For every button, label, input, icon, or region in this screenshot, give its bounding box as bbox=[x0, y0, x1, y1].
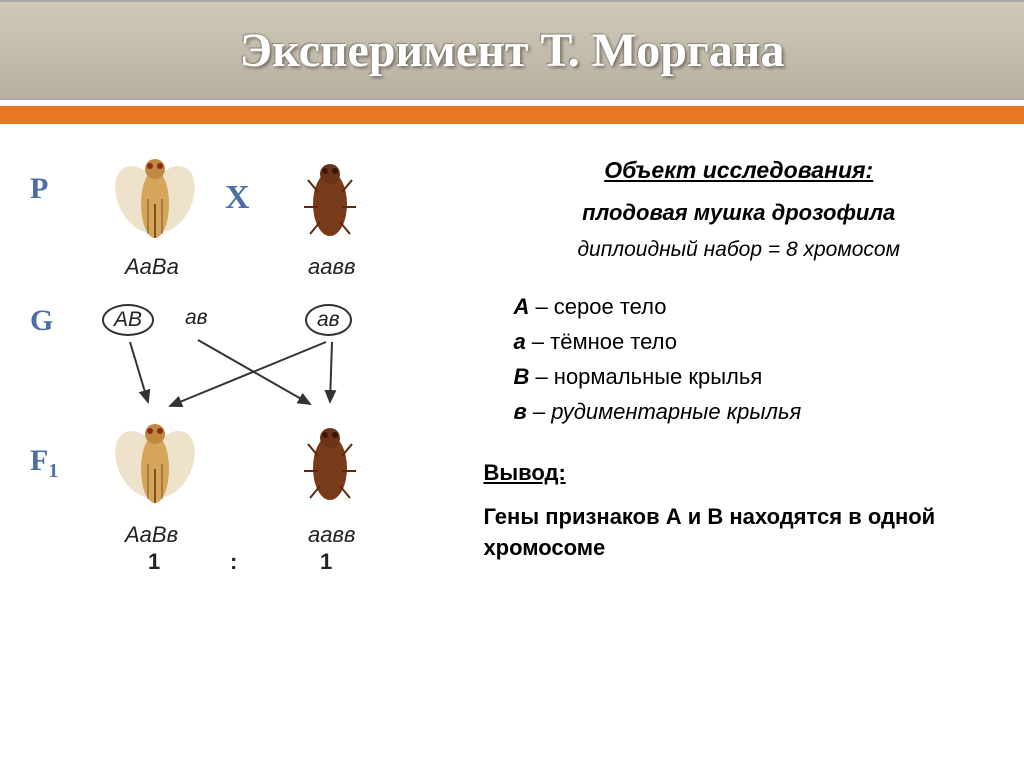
genotype-o1: АаВв bbox=[125, 522, 178, 548]
organism-name: плодовая мушка дрозофила bbox=[582, 200, 895, 225]
diploid-line: диплоидный набор = 8 хромосом bbox=[483, 235, 994, 264]
cross-symbol: X bbox=[225, 179, 250, 217]
fly-parent2-icon bbox=[290, 152, 370, 247]
legend-row: в – рудиментарные крылья bbox=[513, 397, 994, 428]
content-area: P G F1 X АаВ bbox=[0, 124, 1024, 761]
allele-symbol: а bbox=[513, 327, 525, 358]
label-G: G bbox=[30, 304, 53, 338]
allele-desc: тёмное тело bbox=[550, 329, 677, 354]
gamete-2: ав bbox=[175, 304, 218, 332]
gamete-3: ав bbox=[305, 304, 352, 336]
genotype-p2: аавв bbox=[308, 254, 355, 280]
genotype-p1: АаВа bbox=[125, 254, 179, 280]
allele-desc: рудиментарные крылья bbox=[551, 399, 801, 424]
fly-offspring2-icon bbox=[290, 416, 370, 511]
conclusion-body: Гены признаков А и В находятся в одной х… bbox=[483, 502, 994, 564]
legend-row: В – нормальные крылья bbox=[513, 362, 994, 393]
ratio-2: 1 bbox=[320, 549, 332, 575]
allele-desc: серое тело bbox=[554, 294, 667, 319]
study-object-heading: Объект исследования: bbox=[483, 154, 994, 186]
allele-symbol: В bbox=[513, 362, 529, 393]
page-title: Эксперимент Т. Моргана bbox=[240, 23, 785, 78]
allele-symbol: в bbox=[513, 397, 526, 428]
allele-desc: нормальные крылья bbox=[554, 364, 762, 389]
fly-offspring1-icon bbox=[110, 409, 200, 519]
ratio-sep: : bbox=[230, 549, 237, 575]
cross-diagram: P G F1 X АаВ bbox=[30, 144, 473, 741]
label-P: P bbox=[30, 172, 48, 206]
ratio-1: 1 bbox=[148, 549, 160, 575]
title-band: Эксперимент Т. Моргана bbox=[0, 0, 1024, 100]
conclusion-heading: Вывод: bbox=[483, 458, 994, 489]
label-F1-sub: 1 bbox=[48, 460, 58, 482]
legend-row: А – серое тело bbox=[513, 292, 994, 323]
organism-line: плодовая мушка дрозофила bbox=[483, 198, 994, 229]
allele-symbol: А bbox=[513, 292, 529, 323]
gamete-1: АВ bbox=[102, 304, 154, 336]
legend-row: а – тёмное тело bbox=[513, 327, 994, 358]
fly-parent1-icon bbox=[110, 144, 200, 254]
genotype-o2: аавв bbox=[308, 522, 355, 548]
label-F1-letter: F bbox=[30, 444, 48, 477]
accent-bar bbox=[0, 106, 1024, 124]
explanation-panel: Объект исследования: плодовая мушка дроз… bbox=[473, 144, 994, 741]
allele-legend: А – серое тело а – тёмное тело В – норма… bbox=[513, 292, 994, 427]
cross-arrows bbox=[30, 144, 470, 704]
label-F1: F1 bbox=[30, 444, 58, 483]
